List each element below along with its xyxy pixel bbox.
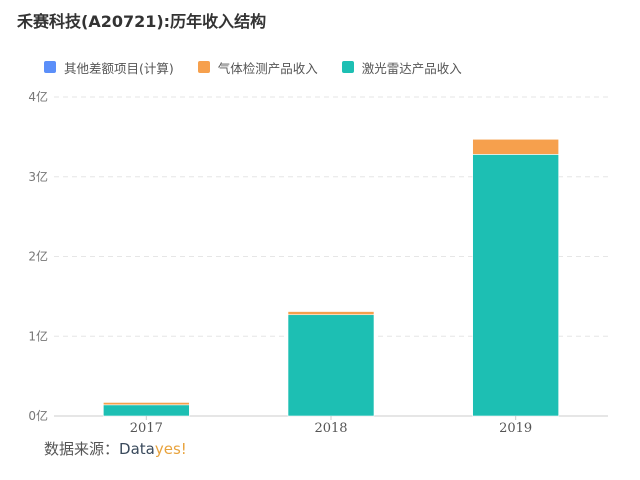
x-tick-label: 2018: [314, 421, 347, 436]
chart-title: 禾赛科技(A20721):历年收入结构: [17, 12, 267, 31]
y-tick-label: 3亿: [28, 169, 48, 184]
legend-item[interactable]: 其他差额项目(计算): [44, 58, 174, 77]
y-tick-label: 1亿: [28, 328, 48, 343]
bar-segment: [472, 138, 559, 155]
bar-segment: [103, 402, 190, 406]
legend: 其他差额项目(计算) 气体检测产品收入 激光雷达产品收入: [44, 58, 486, 77]
legend-label: 气体检测产品收入: [217, 60, 318, 76]
legend-label: 激光雷达产品收入: [361, 60, 462, 76]
legend-item[interactable]: 气体检测产品收入: [197, 58, 318, 77]
source-brand-part1: Data: [119, 440, 155, 458]
source-brand-part2: yes!: [154, 440, 187, 458]
legend-swatch: [341, 61, 354, 73]
legend-swatch: [197, 61, 210, 73]
legend-item[interactable]: 激光雷达产品收入: [341, 58, 462, 77]
y-tick-label: 2亿: [28, 249, 48, 264]
bar-segment: [287, 311, 375, 316]
data-source: 数据来源：Datayes!: [44, 438, 187, 459]
bar-segment: [287, 314, 375, 417]
x-tick-label: 2019: [499, 421, 532, 436]
legend-swatch: [44, 61, 56, 73]
y-tick-label: 0亿: [28, 408, 48, 423]
bar-segment: [103, 404, 190, 417]
source-label: 数据来源：: [44, 440, 120, 458]
y-tick-label: 4亿: [28, 89, 48, 104]
legend-label: 其他差额项目(计算): [64, 60, 174, 76]
bar-segment: [472, 154, 559, 417]
x-tick-label: 2017: [130, 421, 163, 436]
